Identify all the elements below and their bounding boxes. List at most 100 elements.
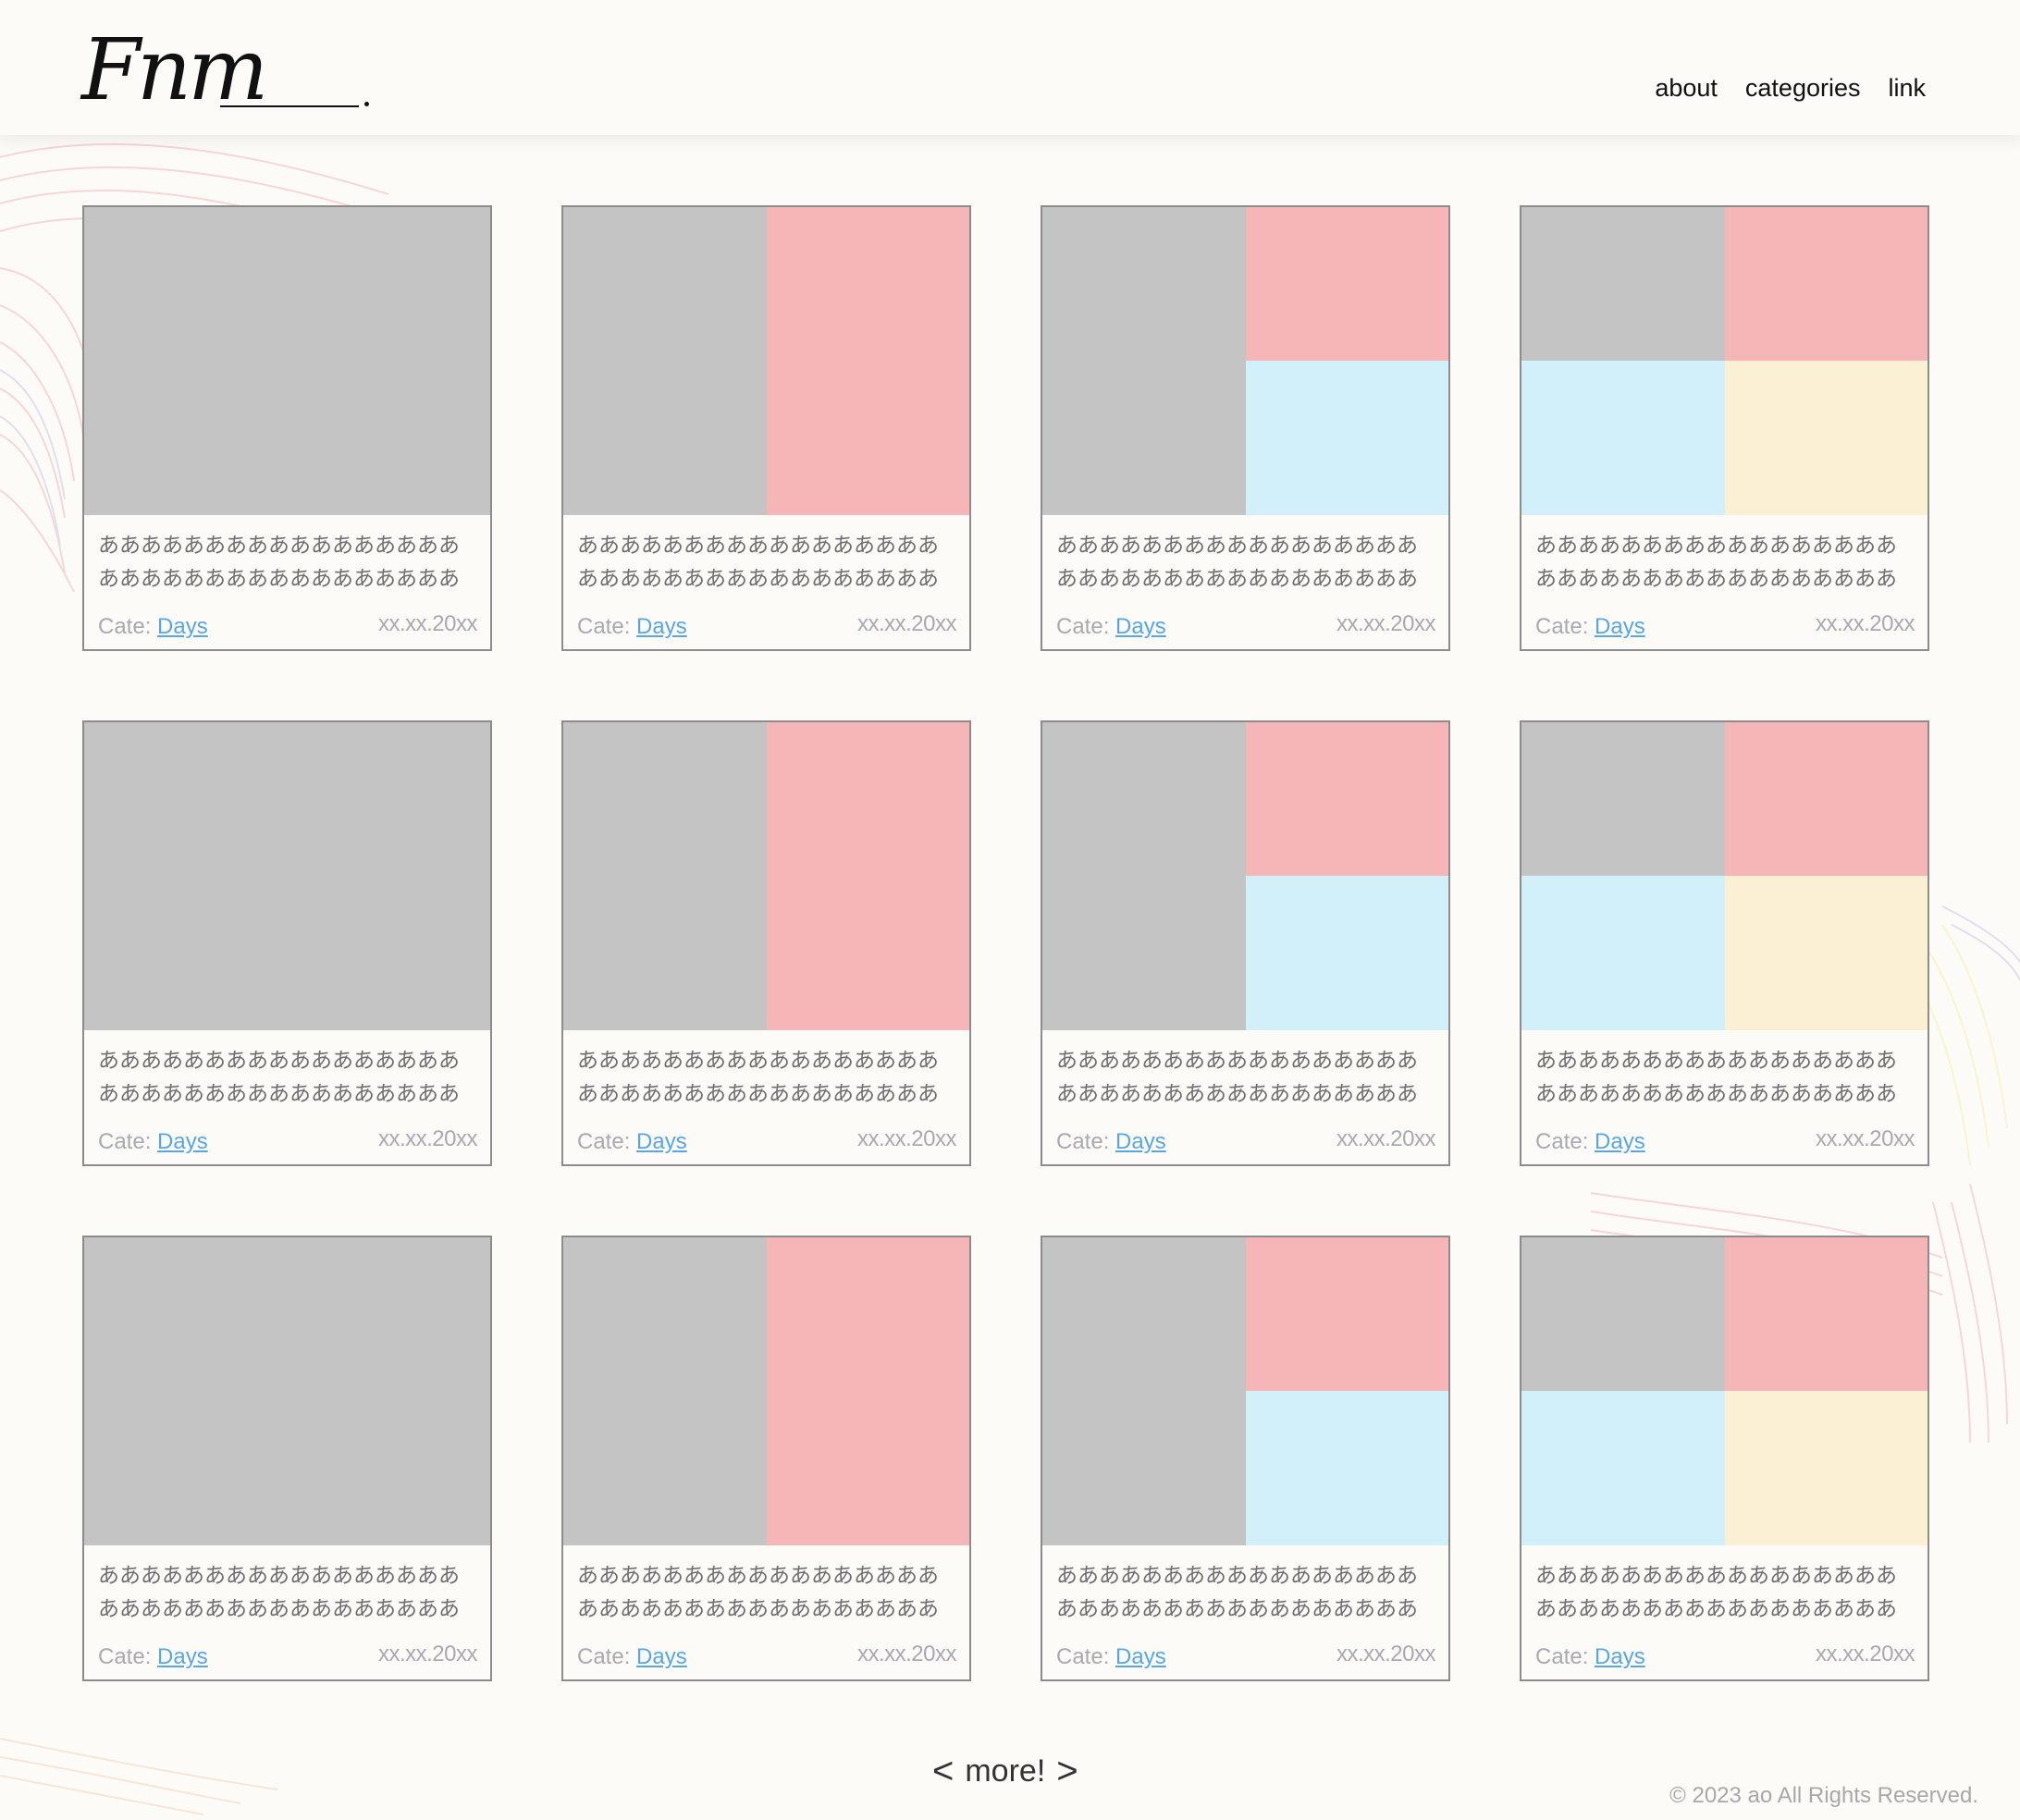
post-date: xx.xx.20xx — [377, 1126, 478, 1151]
post-thumbnail[interactable] — [1521, 1237, 1928, 1545]
post-title[interactable]: ああああああああああああああああああああああああああああああああああ — [577, 1564, 939, 1621]
nav-categories[interactable]: categories — [1744, 74, 1861, 102]
category-link[interactable]: Days — [157, 1129, 208, 1154]
site-logo[interactable]: Fnm — [81, 24, 369, 120]
post-thumbnail[interactable] — [563, 207, 969, 515]
post-thumbnail[interactable] — [1521, 207, 1928, 515]
post-card[interactable]: ああああああああああああああああああああああああああああああああああ Cate: … — [561, 205, 971, 651]
post-title[interactable]: ああああああああああああああああああああああああああああああああああ — [98, 1564, 460, 1621]
thumbnail-image-placeholder — [1042, 207, 1246, 515]
post-card[interactable]: ああああああああああああああああああああああああああああああああああ Cate: … — [1520, 205, 1929, 651]
category-link[interactable]: Days — [1115, 614, 1166, 639]
post-thumbnail[interactable] — [84, 722, 490, 1030]
thumbnail-image-placeholder — [1521, 722, 1725, 876]
post-thumbnail[interactable] — [563, 722, 969, 1030]
post-title[interactable]: ああああああああああああああああああああああああああああああああああ — [1535, 534, 1897, 591]
category-link[interactable]: Days — [157, 1644, 208, 1669]
thumbnail-image-placeholder — [1246, 876, 1448, 1030]
post-title[interactable]: ああああああああああああああああああああああああああああああああああ — [98, 1049, 460, 1106]
post-thumbnail[interactable] — [563, 1237, 969, 1545]
thumbnail-image-placeholder — [1725, 361, 1928, 515]
thumbnail-image-placeholder — [1725, 1237, 1928, 1391]
post-date: xx.xx.20xx — [856, 611, 957, 636]
post-meta: Cate: Days xx.xx.20xx — [1056, 1126, 1436, 1154]
post-card[interactable]: ああああああああああああああああああああああああああああああああああ Cate: … — [561, 1236, 971, 1681]
category-label: Cate: — [98, 1129, 152, 1154]
post-title[interactable]: ああああああああああああああああああああああああああああああああああ — [1056, 1564, 1418, 1621]
pagination: < more! > — [932, 1748, 1078, 1794]
post-title[interactable]: ああああああああああああああああああああああああああああああああああ — [98, 534, 460, 591]
thumbnail-image-placeholder — [84, 722, 490, 1030]
post-thumbnail[interactable] — [1042, 722, 1448, 1030]
category-link[interactable]: Days — [636, 1129, 687, 1154]
post-meta: Cate: Days xx.xx.20xx — [1535, 611, 1915, 639]
post-meta: Cate: Days xx.xx.20xx — [98, 1126, 478, 1155]
chevron-right-icon[interactable]: > — [1056, 1751, 1078, 1791]
post-date: xx.xx.20xx — [1336, 611, 1436, 636]
category-link[interactable]: Days — [636, 1644, 687, 1669]
category-link[interactable]: Days — [1595, 1129, 1645, 1154]
post-card[interactable]: ああああああああああああああああああああああああああああああああああ Cate: … — [561, 720, 971, 1166]
thumbnail-image-placeholder — [1725, 1391, 1928, 1545]
thumbnail-image-placeholder — [1725, 722, 1928, 876]
category-link[interactable]: Days — [157, 614, 208, 639]
category-info: Cate: Days — [1535, 614, 1645, 640]
post-meta: Cate: Days xx.xx.20xx — [98, 611, 478, 639]
category-link[interactable]: Days — [1115, 1129, 1166, 1154]
post-thumbnail[interactable] — [1042, 207, 1448, 515]
post-card[interactable]: ああああああああああああああああああああああああああああああああああ Cate: … — [82, 720, 492, 1166]
post-card[interactable]: ああああああああああああああああああああああああああああああああああ Cate: … — [1520, 720, 1929, 1166]
post-title[interactable]: ああああああああああああああああああああああああああああああああああ — [1056, 1049, 1418, 1106]
chevron-left-icon[interactable]: < — [932, 1751, 955, 1791]
thumbnail-image-placeholder — [1042, 1237, 1246, 1545]
post-card[interactable]: ああああああああああああああああああああああああああああああああああ Cate: … — [1041, 1236, 1450, 1681]
category-info: Cate: Days — [98, 1129, 208, 1155]
nav-about[interactable]: about — [1655, 74, 1718, 102]
post-title[interactable]: ああああああああああああああああああああああああああああああああああ — [1056, 534, 1418, 591]
category-label: Cate: — [1535, 1644, 1589, 1669]
category-info: Cate: Days — [1535, 1129, 1645, 1155]
post-title[interactable]: ああああああああああああああああああああああああああああああああああ — [577, 1049, 939, 1106]
logo-underline — [220, 105, 359, 107]
post-date: xx.xx.20xx — [856, 1126, 957, 1151]
post-date: xx.xx.20xx — [377, 1642, 478, 1666]
post-card[interactable]: ああああああああああああああああああああああああああああああああああ Cate: … — [82, 1236, 492, 1681]
post-title[interactable]: ああああああああああああああああああああああああああああああああああ — [1535, 1564, 1897, 1621]
post-meta: Cate: Days xx.xx.20xx — [577, 1642, 957, 1670]
post-card[interactable]: ああああああああああああああああああああああああああああああああああ Cate: … — [82, 205, 492, 651]
category-label: Cate: — [1535, 614, 1589, 639]
thumbnail-image-placeholder — [1725, 207, 1928, 361]
category-label: Cate: — [98, 1644, 152, 1669]
category-link[interactable]: Days — [636, 614, 687, 639]
post-thumbnail[interactable] — [1521, 722, 1928, 1030]
post-meta: Cate: Days xx.xx.20xx — [577, 611, 957, 639]
thumbnail-image-placeholder — [1246, 722, 1448, 876]
nav-link[interactable]: link — [1888, 74, 1926, 102]
thumbnail-image-placeholder — [1042, 722, 1246, 1030]
post-title[interactable]: ああああああああああああああああああああああああああああああああああ — [1535, 1049, 1897, 1106]
post-date: xx.xx.20xx — [1815, 1126, 1915, 1151]
post-meta: Cate: Days xx.xx.20xx — [98, 1642, 478, 1670]
post-title[interactable]: ああああああああああああああああああああああああああああああああああ — [577, 534, 939, 591]
main-nav: about categories link — [1655, 74, 1926, 103]
post-card[interactable]: ああああああああああああああああああああああああああああああああああ Cate: … — [1520, 1236, 1929, 1681]
category-label: Cate: — [577, 1129, 631, 1154]
post-meta: Cate: Days xx.xx.20xx — [1535, 1642, 1915, 1669]
post-thumbnail[interactable] — [84, 1237, 490, 1545]
post-card[interactable]: ああああああああああああああああああああああああああああああああああ Cate: … — [1041, 205, 1450, 651]
category-info: Cate: Days — [577, 1644, 687, 1670]
more-button[interactable]: more! — [965, 1752, 1046, 1789]
thumbnail-image-placeholder — [1521, 1237, 1725, 1391]
post-thumbnail[interactable] — [84, 207, 490, 515]
category-info: Cate: Days — [98, 1644, 208, 1670]
thumbnail-image-placeholder — [563, 1237, 767, 1545]
post-thumbnail[interactable] — [1042, 1237, 1448, 1545]
post-date: xx.xx.20xx — [377, 611, 478, 636]
category-link[interactable]: Days — [1595, 614, 1645, 639]
post-card[interactable]: ああああああああああああああああああああああああああああああああああ Cate: … — [1041, 720, 1450, 1166]
thumbnail-image-placeholder — [1246, 361, 1448, 515]
category-link[interactable]: Days — [1115, 1644, 1166, 1669]
category-link[interactable]: Days — [1595, 1644, 1645, 1669]
thumbnail-image-placeholder — [1246, 207, 1448, 361]
thumbnail-image-placeholder — [1521, 1391, 1725, 1545]
